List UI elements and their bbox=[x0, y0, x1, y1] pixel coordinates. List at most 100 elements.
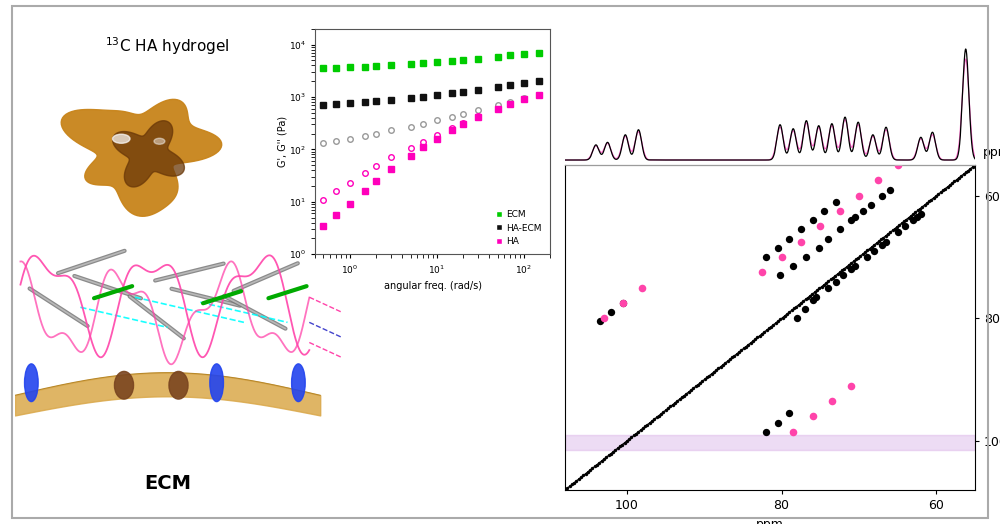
Point bbox=[873, 235, 889, 244]
Ellipse shape bbox=[25, 364, 38, 401]
Point bbox=[740, 341, 756, 349]
Point bbox=[619, 436, 635, 445]
Point bbox=[690, 380, 706, 389]
Point bbox=[871, 237, 887, 245]
Point bbox=[862, 244, 878, 253]
Point bbox=[772, 271, 788, 280]
Point bbox=[674, 393, 690, 401]
Text: ECM: ECM bbox=[144, 474, 191, 493]
Point bbox=[785, 428, 801, 436]
Point bbox=[940, 183, 956, 191]
Point bbox=[621, 435, 637, 443]
Point bbox=[809, 286, 825, 294]
Point bbox=[839, 263, 855, 271]
Point bbox=[890, 228, 906, 237]
Point bbox=[738, 342, 754, 351]
Point bbox=[724, 353, 740, 362]
Point bbox=[905, 216, 921, 224]
Point bbox=[793, 237, 809, 246]
Point bbox=[660, 404, 676, 412]
Point bbox=[828, 198, 844, 206]
Point bbox=[949, 176, 965, 184]
Point bbox=[828, 277, 844, 286]
Point bbox=[847, 213, 863, 221]
Point bbox=[729, 350, 745, 358]
Point bbox=[763, 322, 779, 331]
Point bbox=[800, 293, 816, 302]
Point bbox=[923, 195, 939, 204]
Point bbox=[717, 359, 733, 367]
Point bbox=[676, 391, 692, 400]
Ellipse shape bbox=[114, 372, 134, 399]
Point bbox=[889, 223, 905, 231]
Point bbox=[678, 389, 694, 398]
Point bbox=[715, 361, 731, 369]
Point bbox=[774, 253, 790, 261]
Point bbox=[832, 225, 848, 234]
Point bbox=[958, 168, 974, 177]
Point bbox=[965, 162, 981, 171]
Point bbox=[894, 219, 910, 227]
Point bbox=[816, 207, 832, 215]
Point bbox=[793, 299, 809, 307]
Point bbox=[820, 277, 836, 286]
Point bbox=[768, 319, 784, 327]
Point bbox=[921, 197, 937, 205]
Point bbox=[852, 252, 868, 260]
Point bbox=[878, 232, 894, 240]
Point bbox=[779, 310, 795, 318]
Point bbox=[930, 190, 946, 198]
Point bbox=[781, 409, 797, 418]
Text: ppm: ppm bbox=[983, 146, 1000, 159]
Point bbox=[944, 179, 960, 188]
Point bbox=[649, 413, 665, 421]
Point bbox=[859, 246, 875, 255]
Point bbox=[756, 328, 772, 336]
Point bbox=[830, 270, 846, 278]
Point bbox=[804, 290, 820, 298]
Point bbox=[722, 355, 738, 364]
Point bbox=[708, 366, 724, 374]
Point bbox=[658, 406, 674, 414]
Point bbox=[914, 203, 930, 211]
Point bbox=[706, 368, 722, 376]
Point bbox=[942, 181, 958, 189]
Y-axis label: G', G'' (Pa): G', G'' (Pa) bbox=[277, 116, 287, 167]
Point bbox=[878, 237, 894, 246]
Point bbox=[603, 450, 619, 458]
Point bbox=[863, 201, 879, 209]
Point bbox=[866, 241, 882, 249]
Point bbox=[851, 191, 867, 200]
Point bbox=[688, 383, 704, 391]
Point bbox=[827, 271, 843, 280]
Point bbox=[615, 299, 631, 307]
Ellipse shape bbox=[292, 364, 305, 401]
Point bbox=[587, 462, 603, 471]
Point bbox=[832, 268, 848, 276]
Point bbox=[770, 418, 786, 427]
Point bbox=[855, 250, 871, 258]
Point bbox=[770, 317, 786, 325]
Point bbox=[699, 373, 715, 381]
Point bbox=[928, 192, 944, 200]
Point bbox=[946, 177, 962, 185]
Point bbox=[601, 451, 617, 460]
Point bbox=[747, 335, 763, 344]
Point bbox=[967, 161, 983, 169]
Point bbox=[843, 259, 859, 267]
Point bbox=[890, 161, 906, 169]
Point bbox=[777, 311, 793, 320]
Point bbox=[592, 317, 608, 325]
Point bbox=[639, 420, 655, 429]
Point bbox=[758, 428, 774, 436]
Point bbox=[775, 313, 791, 322]
Point bbox=[897, 222, 913, 231]
Point bbox=[798, 295, 814, 303]
Point bbox=[882, 185, 898, 194]
Point bbox=[672, 395, 688, 403]
Point bbox=[848, 255, 864, 264]
Point bbox=[814, 282, 830, 291]
Point bbox=[786, 304, 802, 313]
Point bbox=[598, 453, 614, 462]
Point bbox=[765, 321, 781, 329]
